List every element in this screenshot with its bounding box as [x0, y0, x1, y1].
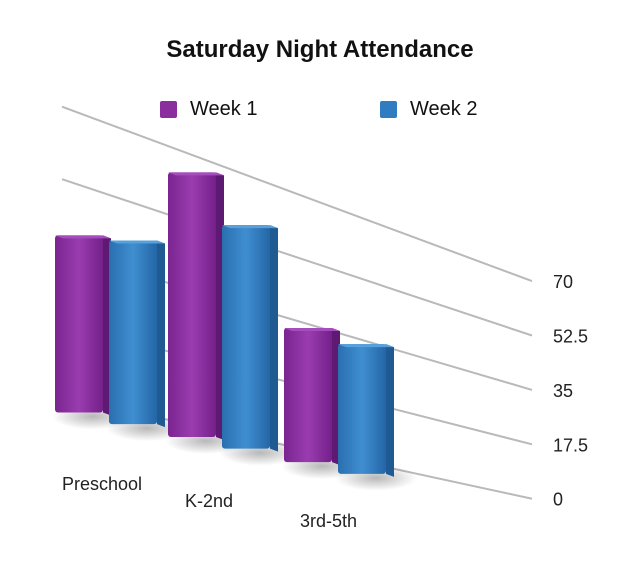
legend-swatch-week-1 [160, 101, 177, 118]
bar-week-2-preschool [109, 240, 157, 425]
bar-week-2-k-2nd [222, 225, 270, 449]
legend-label-week-2: Week 2 [410, 98, 478, 120]
bar-top [222, 225, 278, 229]
bar-week-1-3rd-5th [284, 327, 332, 463]
bar-top [284, 327, 340, 331]
y-tick-label: 70 [553, 272, 573, 292]
bar-top [55, 235, 111, 239]
y-tick-label: 35 [553, 381, 573, 401]
legend-label-week-1: Week 1 [190, 98, 258, 120]
bar-week-2-3rd-5th [338, 344, 386, 474]
bar-top [338, 344, 394, 348]
bar-top [168, 172, 224, 176]
gridline [61, 178, 533, 337]
chart-title: Saturday Night Attendance [166, 36, 474, 63]
x-tick-label: K-2nd [185, 491, 233, 511]
y-tick-label: 0 [553, 490, 563, 510]
bar-side [386, 344, 394, 477]
y-tick-label: 17.5 [553, 435, 588, 455]
legend-swatch-week-2 [380, 101, 397, 118]
bar-week-1-k-2nd [168, 172, 216, 437]
x-tick-label: 3rd-5th [300, 511, 357, 531]
bar-top [109, 240, 165, 244]
bar-week-1-preschool [55, 235, 103, 413]
x-tick-label: Preschool [62, 474, 142, 494]
bar-side [157, 240, 165, 428]
gridline [61, 105, 533, 283]
legend: Week 1 Week 2 [160, 98, 500, 124]
bar-side [270, 225, 278, 452]
y-tick-label: 52.5 [553, 326, 588, 346]
